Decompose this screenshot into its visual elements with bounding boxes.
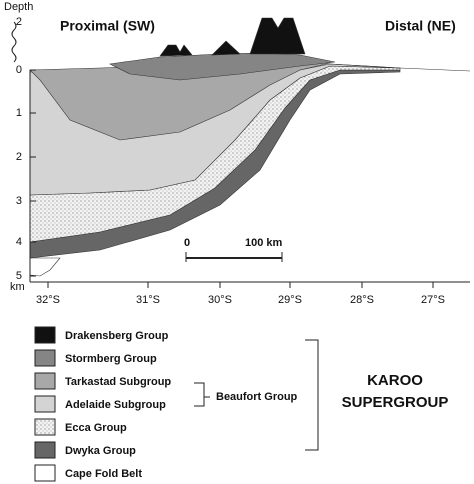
legend-swatch: [34, 441, 56, 459]
cross-section: [29, 17, 471, 277]
legend-swatch: [34, 395, 56, 413]
depth-tick-label: 2: [16, 151, 22, 163]
drakensberg-peak: [249, 17, 306, 55]
legend-label: Drakensberg Group: [65, 330, 169, 342]
legend-label: Cape Fold Belt: [65, 468, 142, 480]
legend-swatch: [34, 349, 56, 367]
karoo-bracket: [305, 339, 319, 451]
legend-swatch: [34, 372, 56, 390]
scale-start: 0: [184, 237, 190, 249]
latitude-label: 29°S: [278, 294, 302, 306]
beaufort-label: Beaufort Group: [216, 391, 298, 403]
depth-tick-label: 5: [16, 270, 22, 282]
drakensberg-peak: [211, 40, 241, 56]
supergroup-label: KAROO: [367, 372, 423, 389]
latitude-label: 27°S: [421, 294, 445, 306]
legend-label: Dwyka Group: [65, 445, 136, 457]
legend-swatch: [34, 464, 56, 482]
supergroup-label: SUPERGROUP: [342, 394, 449, 411]
latitude-label: 32°S: [36, 294, 60, 306]
latitude-label: 28°S: [350, 294, 374, 306]
depth-tick-label: 4: [16, 236, 22, 248]
scale-end: 100 km: [245, 237, 283, 249]
drakensberg-peak: [159, 44, 193, 57]
legend-swatch: [34, 418, 56, 436]
legend-label: Stormberg Group: [65, 353, 157, 365]
legend-swatch: [34, 326, 56, 344]
depth-tick-label: 3: [16, 195, 22, 207]
title-right: Distal (NE): [385, 18, 456, 34]
beaufort-bracket: [194, 382, 210, 407]
latitude-label: 30°S: [208, 294, 232, 306]
legend-label: Adelaide Subgroup: [65, 399, 166, 411]
axes: [11, 21, 470, 451]
depth-label: Depth: [4, 1, 33, 13]
stormberg-layer: [109, 52, 336, 81]
depth-tick-label: 1: [16, 107, 22, 119]
legend-label: Tarkastad Subgroup: [65, 376, 171, 388]
depth-unit: km: [10, 281, 25, 293]
distal-layer-lines: [329, 63, 471, 72]
depth-axis-wavy: [11, 21, 17, 63]
depth-tick-label: 0: [16, 64, 22, 76]
cape-fold-belt: [29, 257, 61, 277]
depth-tick-label: 2: [16, 16, 22, 28]
title-left: Proximal (SW): [60, 18, 155, 34]
legend-label: Ecca Group: [65, 422, 127, 434]
latitude-label: 31°S: [136, 294, 160, 306]
